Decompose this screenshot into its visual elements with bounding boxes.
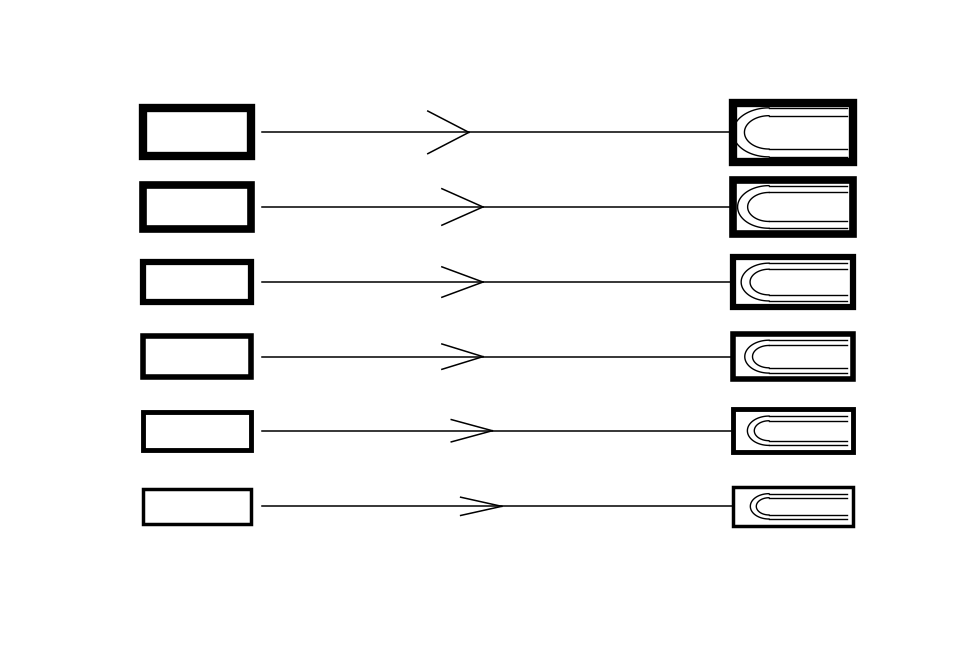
Bar [733, 181, 853, 233]
Bar [143, 262, 252, 302]
Bar [143, 336, 252, 377]
Bar [733, 103, 853, 161]
Bar [143, 412, 252, 449]
Bar [733, 334, 853, 380]
Bar [143, 488, 252, 524]
Bar [733, 486, 853, 526]
Bar [143, 108, 252, 156]
Bar [733, 409, 853, 452]
Bar [733, 257, 853, 307]
Bar [143, 185, 252, 229]
